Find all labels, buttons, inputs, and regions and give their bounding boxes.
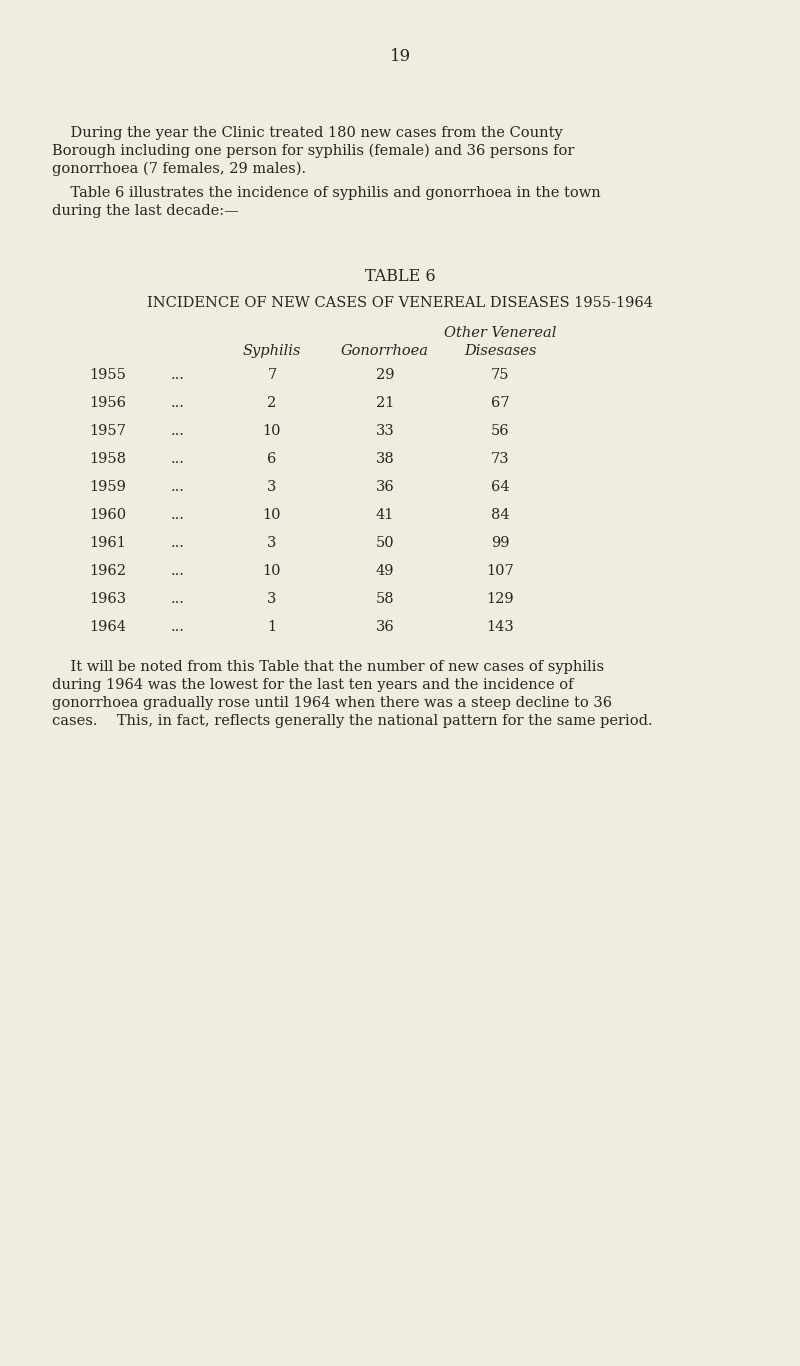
- Text: Borough including one person for syphilis (female) and 36 persons for: Borough including one person for syphili…: [52, 143, 574, 158]
- Text: gonorrhoea gradually rose until 1964 when there was a steep decline to 36: gonorrhoea gradually rose until 1964 whe…: [52, 697, 612, 710]
- Text: 1964: 1964: [90, 620, 126, 634]
- Text: 64: 64: [490, 479, 510, 494]
- Text: Syphilis: Syphilis: [243, 344, 301, 358]
- Text: 1958: 1958: [90, 452, 126, 466]
- Text: 1961: 1961: [90, 535, 126, 550]
- Text: 67: 67: [490, 396, 510, 410]
- Text: 38: 38: [376, 452, 394, 466]
- Text: 10: 10: [262, 508, 282, 522]
- Text: 3: 3: [267, 591, 277, 607]
- Text: 143: 143: [486, 620, 514, 634]
- Text: During the year the Clinic treated 180 new cases from the County: During the year the Clinic treated 180 n…: [52, 126, 562, 139]
- Text: ...: ...: [171, 423, 185, 438]
- Text: 1: 1: [267, 620, 277, 634]
- Text: 99: 99: [490, 535, 510, 550]
- Text: 1957: 1957: [90, 423, 126, 438]
- Text: 6: 6: [267, 452, 277, 466]
- Text: during the last decade:—: during the last decade:—: [52, 204, 238, 219]
- Text: 50: 50: [376, 535, 394, 550]
- Text: 58: 58: [376, 591, 394, 607]
- Text: ...: ...: [171, 396, 185, 410]
- Text: Gonorrhoea: Gonorrhoea: [341, 344, 429, 358]
- Text: 36: 36: [376, 620, 394, 634]
- Text: 2: 2: [267, 396, 277, 410]
- Text: Table 6 illustrates the incidence of syphilis and gonorrhoea in the town: Table 6 illustrates the incidence of syp…: [52, 186, 601, 199]
- Text: 41: 41: [376, 508, 394, 522]
- Text: cases.  This, in fact, reflects generally the national pattern for the same peri: cases. This, in fact, reflects generally…: [52, 714, 653, 728]
- Text: It will be noted from this Table that the number of new cases of syphilis: It will be noted from this Table that th…: [52, 660, 604, 673]
- Text: ...: ...: [171, 508, 185, 522]
- Text: 3: 3: [267, 479, 277, 494]
- Text: 36: 36: [376, 479, 394, 494]
- Text: INCIDENCE OF NEW CASES OF VENEREAL DISEASES 1955-1964: INCIDENCE OF NEW CASES OF VENEREAL DISEA…: [147, 296, 653, 310]
- Text: 1955: 1955: [90, 367, 126, 382]
- Text: 33: 33: [376, 423, 394, 438]
- Text: 1963: 1963: [90, 591, 126, 607]
- Text: ...: ...: [171, 535, 185, 550]
- Text: 21: 21: [376, 396, 394, 410]
- Text: 1960: 1960: [90, 508, 126, 522]
- Text: gonorrhoea (7 females, 29 males).: gonorrhoea (7 females, 29 males).: [52, 163, 306, 176]
- Text: 1962: 1962: [90, 564, 126, 578]
- Text: 1956: 1956: [90, 396, 126, 410]
- Text: 73: 73: [490, 452, 510, 466]
- Text: 7: 7: [267, 367, 277, 382]
- Text: 49: 49: [376, 564, 394, 578]
- Text: ...: ...: [171, 591, 185, 607]
- Text: 10: 10: [262, 564, 282, 578]
- Text: TABLE 6: TABLE 6: [365, 268, 435, 285]
- Text: ...: ...: [171, 367, 185, 382]
- Text: ...: ...: [171, 620, 185, 634]
- Text: 10: 10: [262, 423, 282, 438]
- Text: ...: ...: [171, 564, 185, 578]
- Text: 75: 75: [490, 367, 510, 382]
- Text: 19: 19: [390, 48, 410, 66]
- Text: ...: ...: [171, 452, 185, 466]
- Text: ...: ...: [171, 479, 185, 494]
- Text: Disesases: Disesases: [464, 344, 536, 358]
- Text: 107: 107: [486, 564, 514, 578]
- Text: 84: 84: [490, 508, 510, 522]
- Text: Other Venereal: Other Venereal: [444, 326, 556, 340]
- Text: during 1964 was the lowest for the last ten years and the incidence of: during 1964 was the lowest for the last …: [52, 678, 574, 693]
- Text: 56: 56: [490, 423, 510, 438]
- Text: 3: 3: [267, 535, 277, 550]
- Text: 1959: 1959: [90, 479, 126, 494]
- Text: 29: 29: [376, 367, 394, 382]
- Text: 129: 129: [486, 591, 514, 607]
